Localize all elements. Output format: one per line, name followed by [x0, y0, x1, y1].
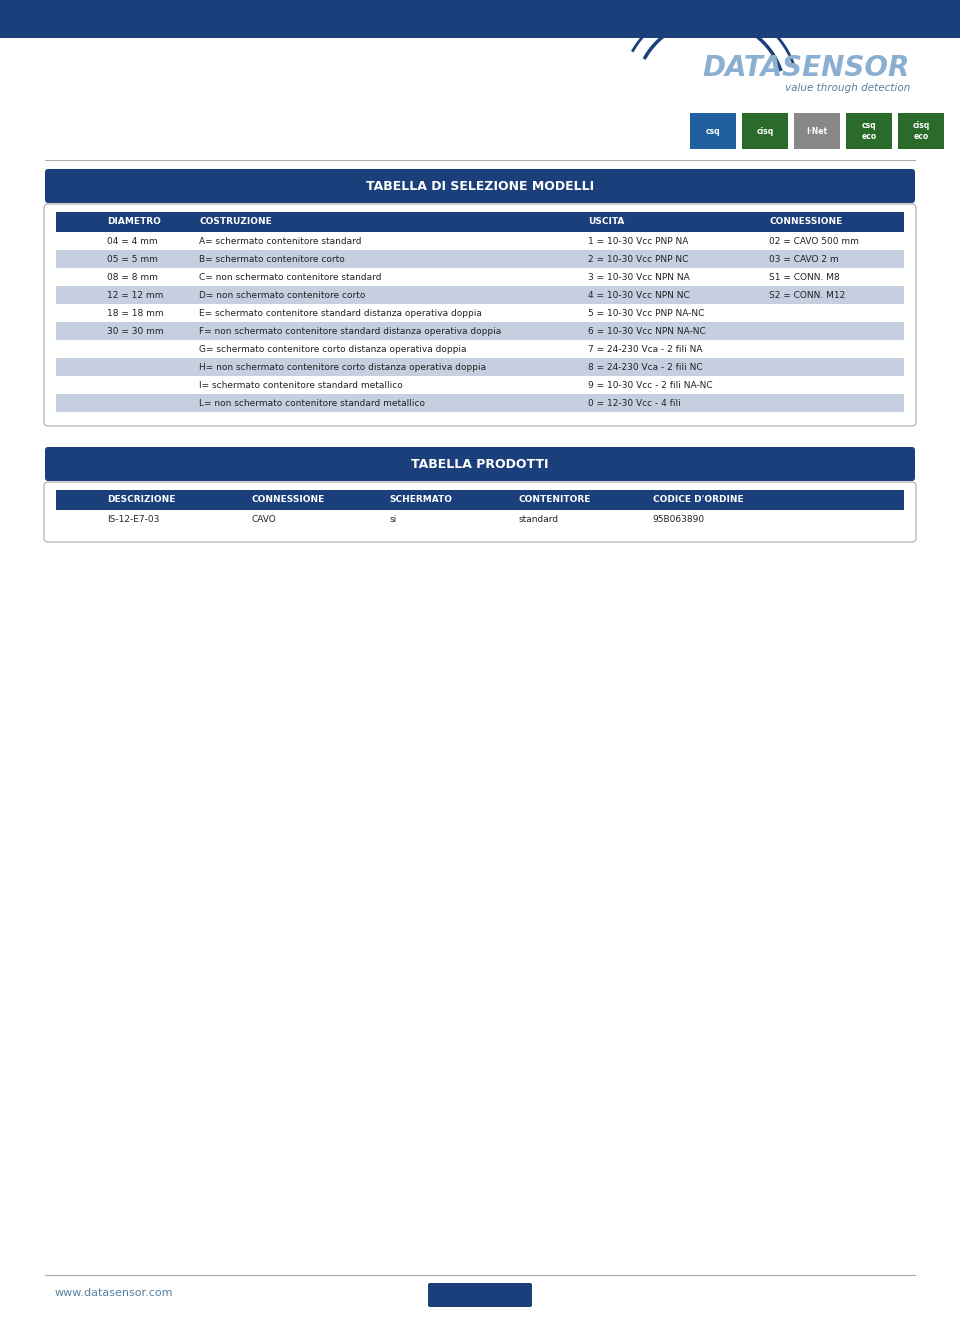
- Bar: [794, 113, 840, 149]
- Text: 05 = 5 mm: 05 = 5 mm: [107, 255, 157, 264]
- Bar: [56, 322, 904, 340]
- FancyBboxPatch shape: [44, 482, 916, 541]
- Bar: [846, 113, 892, 149]
- Text: DIAMETRO: DIAMETRO: [107, 218, 160, 227]
- Text: DATASENSOR: DATASENSOR: [703, 54, 910, 82]
- Text: COSTRUZIONE: COSTRUZIONE: [200, 218, 272, 227]
- FancyBboxPatch shape: [428, 1283, 532, 1307]
- Bar: [56, 490, 904, 510]
- Bar: [56, 287, 904, 304]
- Text: 18 = 18 mm: 18 = 18 mm: [107, 308, 163, 317]
- Text: IS-12-E7-03: IS-12-E7-03: [107, 515, 159, 523]
- Text: TABELLA PRODOTTI: TABELLA PRODOTTI: [411, 458, 549, 471]
- Text: 2 = 10-30 Vcc PNP NC: 2 = 10-30 Vcc PNP NC: [588, 255, 688, 264]
- Text: L= non schermato contenitore standard metallico: L= non schermato contenitore standard me…: [200, 398, 425, 407]
- Bar: [56, 394, 904, 411]
- Text: CAVO: CAVO: [252, 515, 276, 523]
- Text: 30 = 30 mm: 30 = 30 mm: [107, 326, 163, 336]
- FancyBboxPatch shape: [45, 169, 915, 203]
- Text: 12 = 12 mm: 12 = 12 mm: [107, 291, 163, 300]
- Text: 0 = 12-30 Vcc - 4 fili: 0 = 12-30 Vcc - 4 fili: [588, 398, 681, 407]
- Text: www.datasensor.com: www.datasensor.com: [55, 1289, 174, 1298]
- Text: cisq: cisq: [756, 126, 774, 135]
- Text: 7 = 24-230 Vca - 2 fili NA: 7 = 24-230 Vca - 2 fili NA: [588, 345, 703, 353]
- Text: csq
eco: csq eco: [861, 121, 876, 141]
- Text: csq: csq: [706, 126, 720, 135]
- Text: H= non schermato contenitore corto distanza operativa doppia: H= non schermato contenitore corto dista…: [200, 362, 487, 372]
- Bar: [56, 249, 904, 268]
- Text: cisq
eco: cisq eco: [912, 121, 929, 141]
- FancyBboxPatch shape: [44, 204, 916, 426]
- Text: E= schermato contenitore standard distanza operativa doppia: E= schermato contenitore standard distan…: [200, 308, 482, 317]
- Text: TABELLA DI SELEZIONE MODELLI: TABELLA DI SELEZIONE MODELLI: [366, 179, 594, 192]
- Text: S1 = CONN. M8: S1 = CONN. M8: [769, 272, 840, 281]
- Text: B= schermato contenitore corto: B= schermato contenitore corto: [200, 255, 345, 264]
- Text: 03 = CAVO 2 m: 03 = CAVO 2 m: [769, 255, 839, 264]
- Text: 4 = 10-30 Vcc NPN NC: 4 = 10-30 Vcc NPN NC: [588, 291, 689, 300]
- Text: S2 = CONN. M12: S2 = CONN. M12: [769, 291, 846, 300]
- Text: 9 = 10-30 Vcc - 2 fili NA-NC: 9 = 10-30 Vcc - 2 fili NA-NC: [588, 381, 712, 390]
- Text: 1 = 10-30 Vcc PNP NA: 1 = 10-30 Vcc PNP NA: [588, 236, 688, 245]
- Text: F= non schermato contenitore standard distanza operativa doppia: F= non schermato contenitore standard di…: [200, 326, 501, 336]
- Text: USCITA: USCITA: [588, 218, 624, 227]
- Text: 04 = 4 mm: 04 = 4 mm: [107, 236, 157, 245]
- Text: 6 = 10-30 Vcc NPN NA-NC: 6 = 10-30 Vcc NPN NA-NC: [588, 326, 706, 336]
- Text: D= non schermato contenitore corto: D= non schermato contenitore corto: [200, 291, 366, 300]
- FancyBboxPatch shape: [45, 447, 915, 480]
- Bar: [0, 0, 960, 38]
- Text: C= non schermato contenitore standard: C= non schermato contenitore standard: [200, 272, 382, 281]
- Text: 08 = 8 mm: 08 = 8 mm: [107, 272, 157, 281]
- Text: A= schermato contenitore standard: A= schermato contenitore standard: [200, 236, 362, 245]
- Text: CONNESSIONE: CONNESSIONE: [252, 495, 324, 504]
- Bar: [742, 113, 788, 149]
- Text: 3 = 10-30 Vcc NPN NA: 3 = 10-30 Vcc NPN NA: [588, 272, 689, 281]
- Text: si: si: [390, 515, 396, 523]
- Text: I·Net: I·Net: [806, 126, 828, 135]
- Bar: [56, 358, 904, 376]
- Text: CONNESSIONE: CONNESSIONE: [769, 218, 843, 227]
- Text: G= schermato contenitore corto distanza operativa doppia: G= schermato contenitore corto distanza …: [200, 345, 467, 353]
- Text: value through detection: value through detection: [784, 84, 910, 93]
- Text: CODICE D'ORDINE: CODICE D'ORDINE: [653, 495, 743, 504]
- Text: standard: standard: [519, 515, 559, 523]
- Text: 02 = CAVO 500 mm: 02 = CAVO 500 mm: [769, 236, 859, 245]
- Bar: [56, 212, 904, 232]
- Bar: [898, 113, 944, 149]
- Text: 5 = 10-30 Vcc PNP NA-NC: 5 = 10-30 Vcc PNP NA-NC: [588, 308, 705, 317]
- Text: 8 = 24-230 Vca - 2 fili NC: 8 = 24-230 Vca - 2 fili NC: [588, 362, 703, 372]
- Bar: [690, 113, 736, 149]
- Text: DESCRIZIONE: DESCRIZIONE: [107, 495, 175, 504]
- Text: I= schermato contenitore standard metallico: I= schermato contenitore standard metall…: [200, 381, 403, 390]
- Text: SCHERMATO: SCHERMATO: [390, 495, 452, 504]
- Text: CONTENITORE: CONTENITORE: [519, 495, 591, 504]
- Text: 95B063890: 95B063890: [653, 515, 705, 523]
